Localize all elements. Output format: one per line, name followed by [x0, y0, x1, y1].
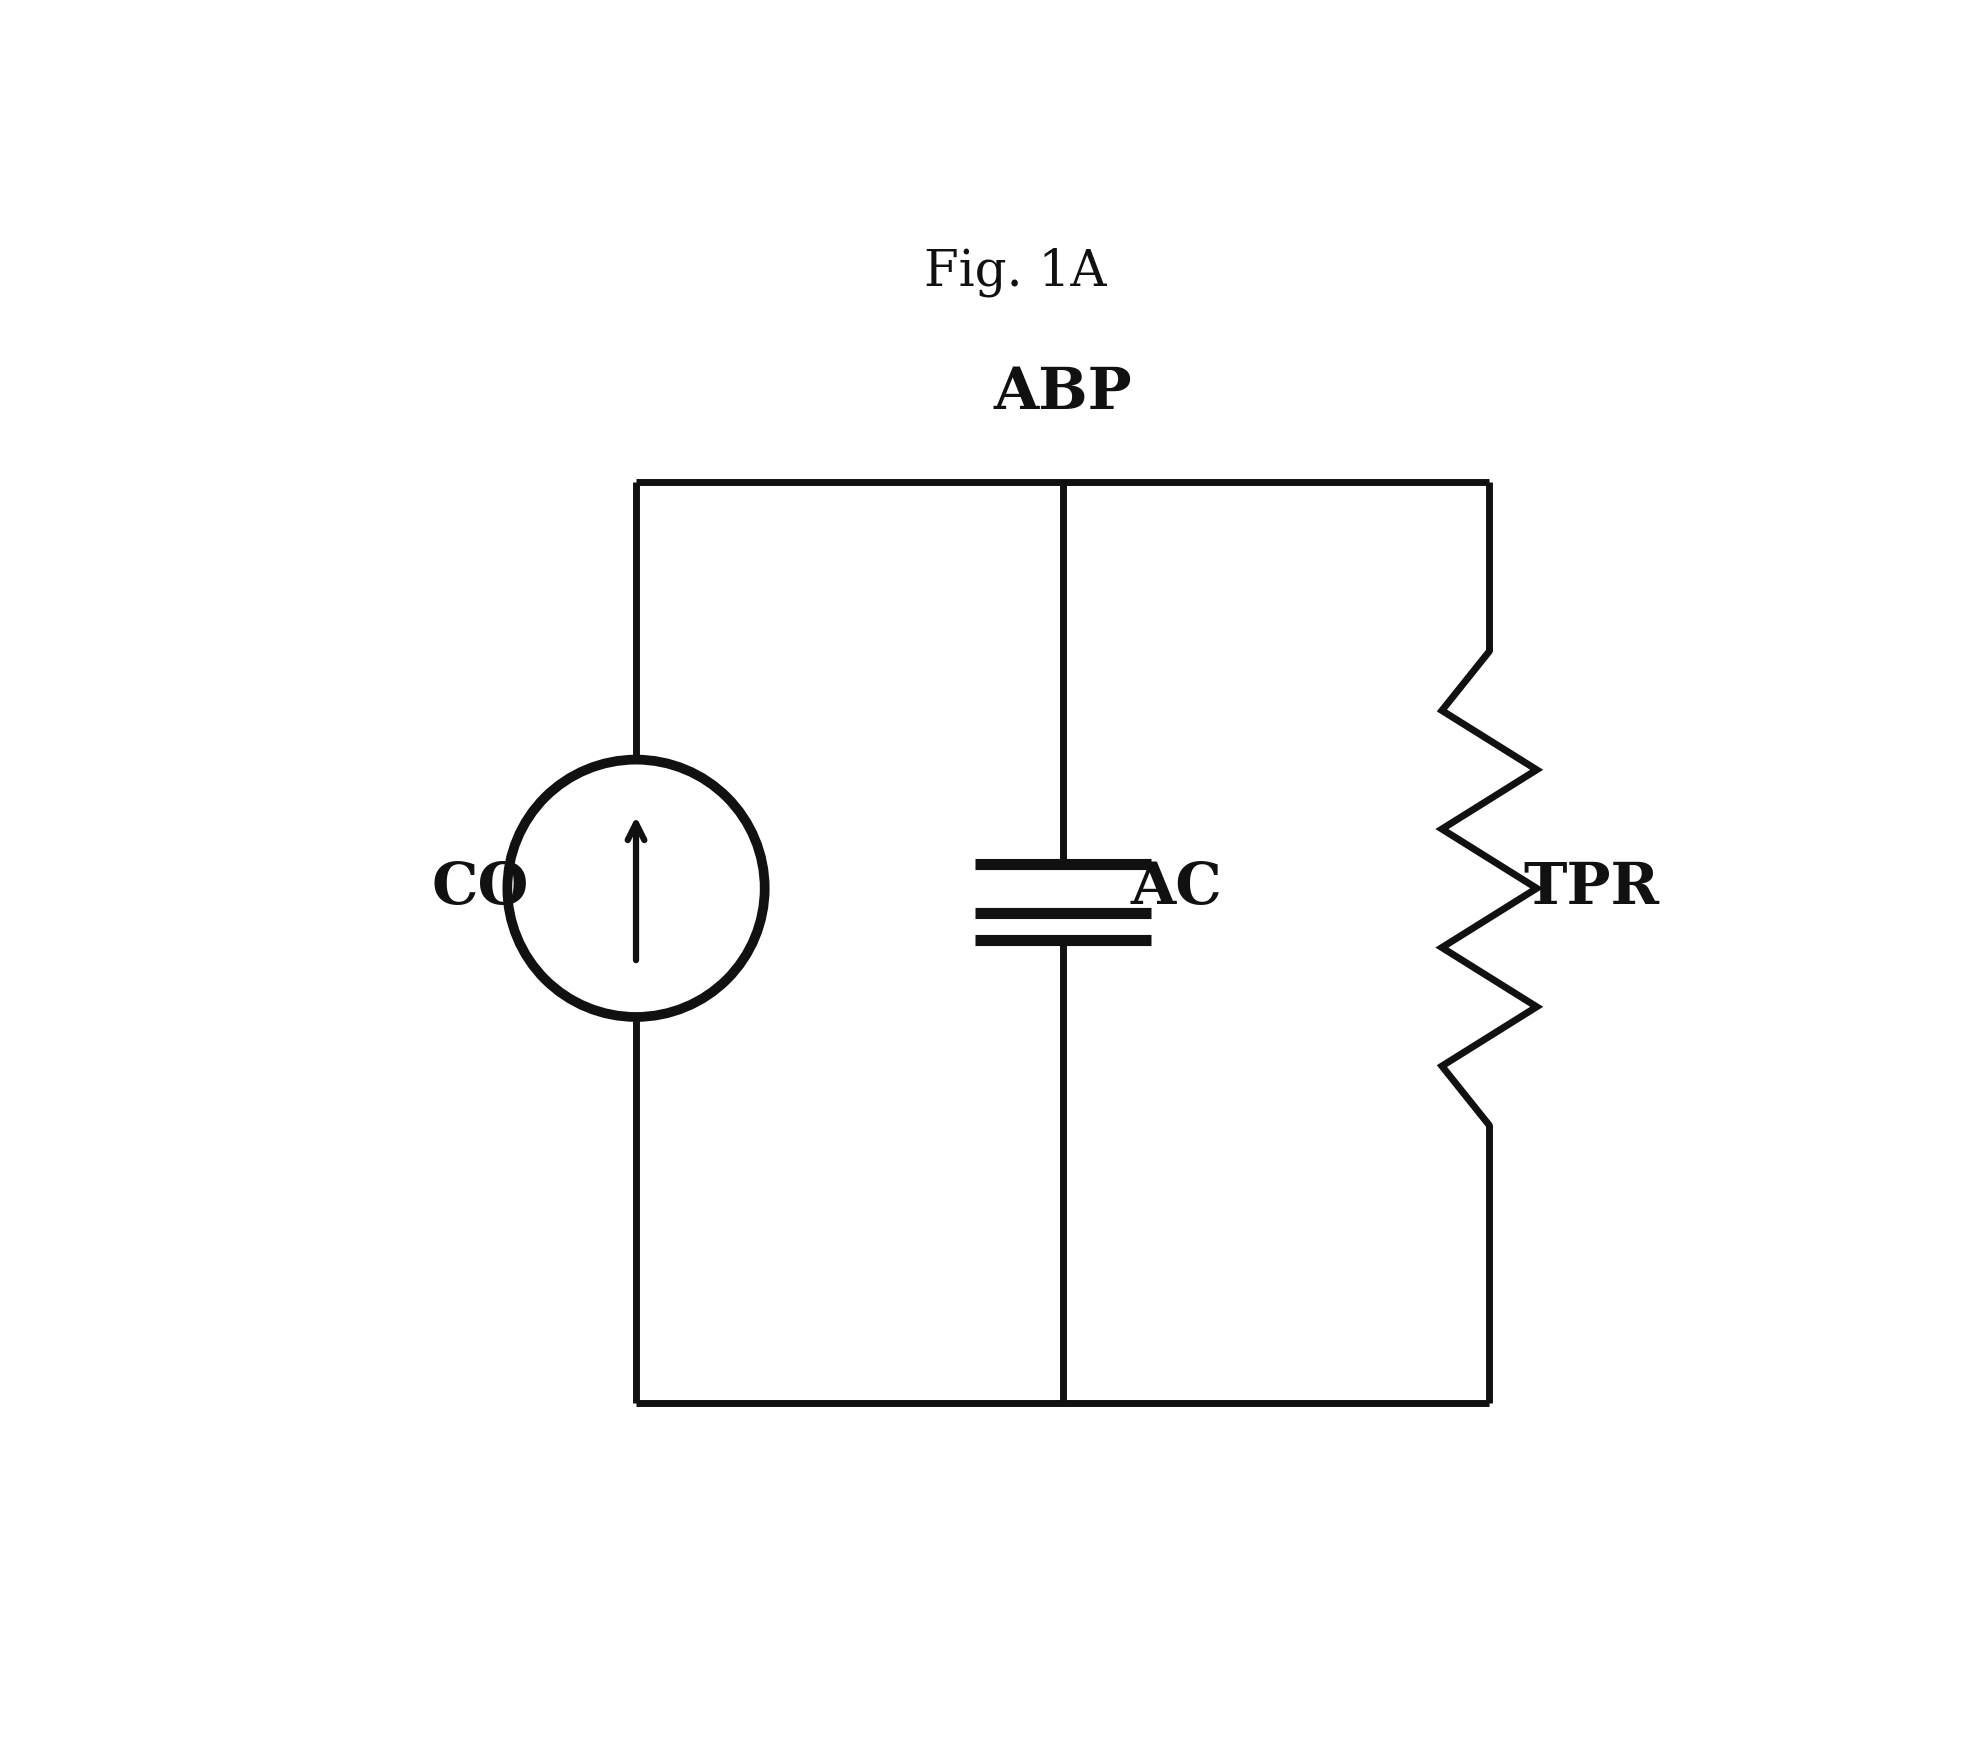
Text: CO: CO	[432, 860, 529, 916]
Text: AC: AC	[1131, 860, 1222, 916]
Text: TPR: TPR	[1523, 860, 1659, 916]
Text: Fig. 1A: Fig. 1A	[923, 248, 1107, 297]
Text: ABP: ABP	[992, 366, 1131, 420]
